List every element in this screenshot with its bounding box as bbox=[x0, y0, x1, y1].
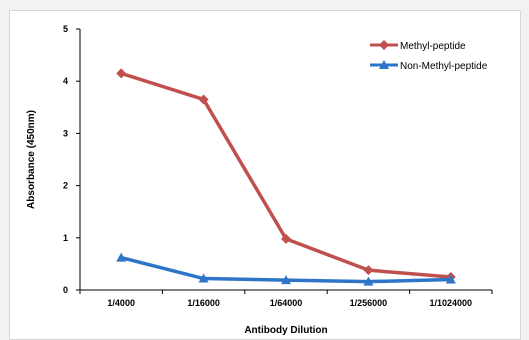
non-methyl-peptide-point bbox=[363, 276, 374, 286]
methyl-peptide-line bbox=[120, 71, 451, 279]
x-tick-label: 1/256000 bbox=[350, 298, 388, 308]
x-axis-label: Antibody Dilution bbox=[244, 325, 327, 336]
chart-axes bbox=[76, 28, 493, 294]
y-axis-label: Absorbance (450nm) bbox=[26, 110, 37, 209]
y-tick-label: 0 bbox=[63, 285, 68, 295]
methyl-peptide-point bbox=[116, 68, 127, 79]
legend-label-non-methyl-peptide: Non-Methyl-peptide bbox=[400, 61, 488, 72]
y-tick-label: 5 bbox=[63, 24, 68, 34]
methyl-peptide-point bbox=[281, 233, 291, 244]
x-tick-label: 1/1024000 bbox=[430, 298, 473, 308]
legend-label-methyl-peptide: Methyl-peptide bbox=[400, 41, 466, 52]
non-methyl-peptide-point bbox=[281, 275, 291, 285]
legend: Methyl-peptide Non-Methyl-peptide bbox=[370, 40, 488, 72]
y-tick-label: 3 bbox=[63, 128, 68, 138]
x-tick-label: 1/4000 bbox=[107, 298, 135, 308]
x-tick-label: 1/64000 bbox=[270, 298, 303, 308]
x-tick-labels: 1/4000 1/16000 1/64000 1/256000 1/1024000 bbox=[107, 298, 472, 308]
non-methyl-peptide-point bbox=[198, 273, 209, 283]
x-tick-label: 1/16000 bbox=[187, 298, 220, 308]
legend-marker-methyl-peptide bbox=[379, 40, 389, 50]
chart-frame bbox=[9, 10, 521, 340]
methyl-peptide-point bbox=[363, 265, 374, 276]
methyl-peptide-point bbox=[198, 94, 209, 105]
legend-marker-non-methyl-peptide bbox=[379, 60, 389, 69]
series-group bbox=[116, 68, 456, 286]
y-tick-label: 2 bbox=[63, 181, 68, 191]
y-tick-label: 4 bbox=[63, 76, 68, 86]
y-tick-labels: 0 1 2 3 4 5 bbox=[63, 24, 68, 295]
non-methyl-peptide-point bbox=[445, 274, 456, 284]
y-tick-label: 1 bbox=[63, 233, 68, 243]
non-methyl-peptide-point bbox=[116, 252, 127, 262]
